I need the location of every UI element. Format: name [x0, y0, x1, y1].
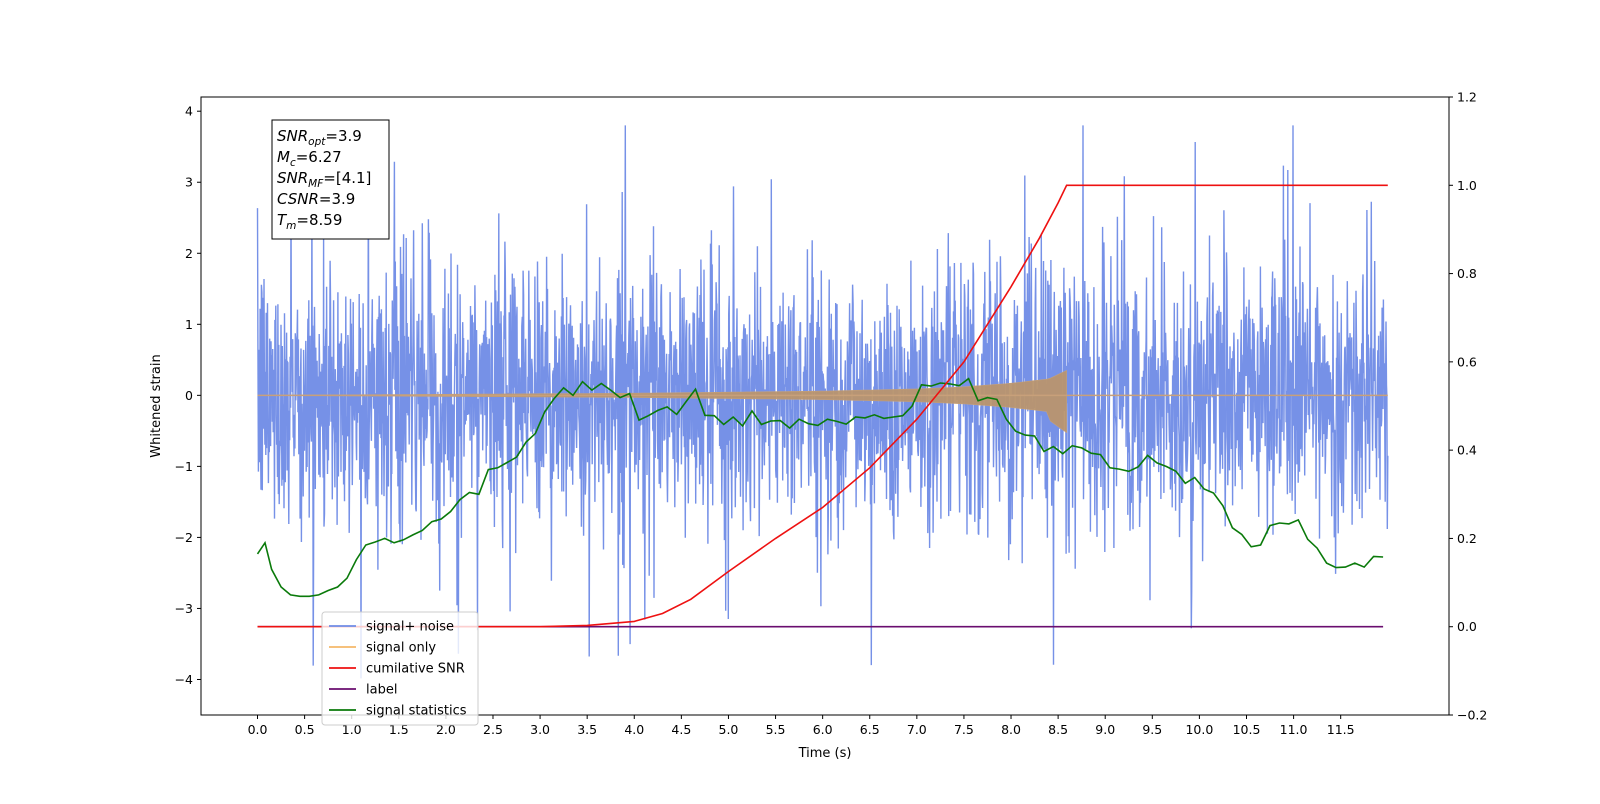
- x-tick-label: 8.5: [1048, 722, 1068, 737]
- y2-tick-label: 0.4: [1457, 443, 1477, 458]
- y2-tick-label: 0.0: [1457, 619, 1477, 634]
- y-tick-label: −4: [175, 672, 193, 687]
- y2-tick-label: 1.2: [1457, 90, 1477, 105]
- x-tick-label: 10.0: [1185, 722, 1213, 737]
- x-tick-label: 0.0: [248, 722, 268, 737]
- y2-tick-label: 0.2: [1457, 531, 1477, 546]
- series-cumulative-snr: [257, 184, 1388, 628]
- annotation-frame: [271, 119, 390, 240]
- x-tick-label: 9.5: [1142, 722, 1162, 737]
- y-tick-label: −1: [175, 459, 193, 474]
- x-tick-label: 6.0: [813, 722, 833, 737]
- y-axis-label: Whitened strain: [149, 354, 164, 457]
- x-tick-label: 5.0: [719, 722, 739, 737]
- x-tick-label: 8.0: [1001, 722, 1021, 737]
- y-tick-label: 1: [185, 317, 193, 332]
- x-tick-label: 2.0: [436, 722, 456, 737]
- legend-entry: signal+ noise: [366, 620, 454, 635]
- annotation-line: Tm=8.59: [277, 211, 342, 232]
- x-tick-label: 7.5: [954, 722, 974, 737]
- legend-entry: signal statistics: [366, 704, 467, 719]
- x-tick-label: 7.0: [907, 722, 927, 737]
- legend-entry: label: [366, 683, 397, 698]
- x-tick-label: 6.5: [860, 722, 880, 737]
- x-tick-label: 11.5: [1327, 722, 1355, 737]
- x-tick-label: 9.0: [1095, 722, 1115, 737]
- x-tick-label: 1.0: [342, 722, 362, 737]
- x-axis-label: Time (s): [798, 746, 852, 761]
- series-signal-noise: [256, 125, 1389, 679]
- annotation-line: CSNR=3.9: [277, 190, 355, 208]
- y-tick-label: −3: [175, 601, 193, 616]
- x-tick-label: 0.5: [295, 722, 315, 737]
- y2-tick-label: 0.8: [1457, 266, 1477, 281]
- x-tick-label: 11.0: [1280, 722, 1308, 737]
- y2-tick-label: 1.0: [1457, 178, 1477, 193]
- series-signal-only-envelope: [257, 370, 1067, 434]
- annotation-line: SNRMF=[4.1]: [277, 169, 371, 190]
- y-tick-label: 3: [185, 175, 193, 190]
- legend: signal+ noise signal only cumilative SNR la…: [321, 611, 479, 726]
- plot-frame: [200, 96, 1450, 716]
- annotation-line: Mc=6.27: [277, 148, 342, 169]
- x-tick-label: 2.5: [483, 722, 503, 737]
- legend-entry: cumilative SNR: [366, 662, 465, 677]
- x-tick-label: 1.5: [389, 722, 409, 737]
- annotation-line: SNRopt=3.9: [277, 127, 362, 148]
- y-tick-label: 0: [185, 388, 193, 403]
- x-tick-label: 3.0: [530, 722, 550, 737]
- y-tick-label: 2: [185, 246, 193, 261]
- y-tick-label: −2: [175, 530, 193, 545]
- x-tick-label: 4.5: [671, 722, 691, 737]
- y2-tick-label: −0.2: [1457, 708, 1487, 723]
- series-signal-statistics: [256, 377, 1384, 598]
- x-tick-label: 4.0: [624, 722, 644, 737]
- x-tick-label: 3.5: [577, 722, 597, 737]
- x-tick-label: 10.5: [1233, 722, 1261, 737]
- y-tick-label: 4: [185, 104, 193, 119]
- legend-frame: [321, 611, 479, 726]
- x-tick-label: 5.5: [766, 722, 786, 737]
- y2-tick-label: 0.6: [1457, 354, 1477, 369]
- legend-entry: signal only: [366, 641, 436, 656]
